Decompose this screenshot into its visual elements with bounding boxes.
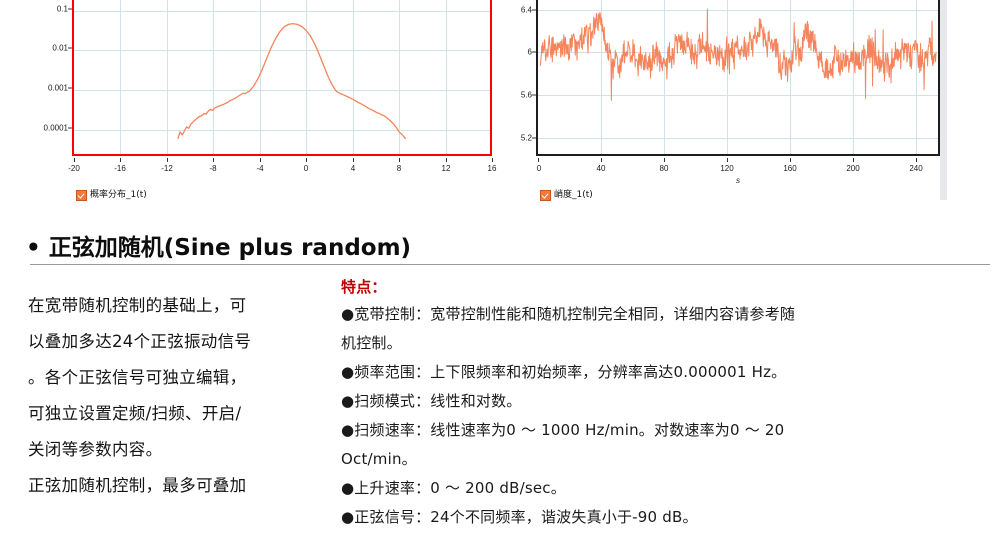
feature-line: ●扫频模式：线性和对数。 [341,392,522,410]
gridline-h [74,11,490,12]
gridline-v [120,0,121,154]
y-tick-label: 6 [527,47,532,57]
y-tick-label: 6.4 [520,5,532,15]
heading-bullet: • [26,235,41,261]
gridline-v [601,0,602,154]
gridline-v [916,0,917,154]
feature-line: ●扫频速率：线性速率为0 ～ 1000 Hz/min。对数速率为0 ～ 20 [341,421,785,439]
left-paragraph-line: 正弦加随机控制，最多可叠加 [28,476,247,495]
x-axis-unit-label: s [736,176,740,185]
y-tick-label: 0.1 [56,4,68,14]
gridline-h [74,90,490,91]
gridline-v [167,0,168,154]
gridline-v [213,0,214,154]
left-paragraph-line: 可独立设置定频/扫频、开启/ [28,404,242,423]
feature-line: 机控制。 [341,334,402,352]
kurtosis-curve [539,8,937,101]
y-tick-mark [532,94,536,96]
x-tick-label: 0 [536,164,542,173]
feature-line: ●上升速率：0 ～ 200 dB/sec。 [341,479,566,497]
y-tick-label: 5.6 [520,90,532,100]
probability-distribution-chart: 0.1 0.01 0.001 0.0001 -20 -16 -12 -8 -4 … [0,0,500,212]
x-tick-label: 200 [846,164,860,173]
legend-left[interactable]: 概率分布_1(t) [76,190,147,201]
feature-line: Oct/min。 [341,450,417,468]
page-title: • 正弦加随机(Sine plus random) [26,228,411,262]
feature-line: ●宽带控制：宽带控制性能和随机控制完全相同，详细内容请参考随 [341,305,796,323]
y-tick-label: 0.01 [52,43,68,53]
x-tick-label: 160 [783,164,797,173]
legend-checkbox-icon[interactable] [76,190,87,201]
x-tick-label: -8 [209,164,217,173]
gridline-v [260,0,261,154]
x-tick-label: -20 [68,164,80,173]
y-tick-mark [68,47,72,49]
gridline-v [353,0,354,154]
gridline-v [306,0,307,154]
gridline-h [538,95,938,96]
x-tick-label: 240 [909,164,923,173]
y-tick-mark [68,127,72,129]
y-axis-right: 6.4 6 5.6 5.2 [500,0,536,156]
x-tick-label: 120 [720,164,734,173]
left-paragraph-line: 以叠加多达24个正弦振动信号 [28,332,252,351]
vertical-scrollbar[interactable] [940,0,947,200]
gridline-v [399,0,400,154]
legend-right[interactable]: 峭度_1(t) [540,190,593,201]
y-tick-label: 0.0001 [43,123,68,133]
x-axis-right: 0 40 80 120 160 200 240 [536,158,940,178]
y-tick-mark [532,9,536,11]
heading-text: 正弦加随机(Sine plus random) [48,235,412,261]
legend-label: 峭度_1(t) [554,190,593,200]
heading-divider [30,264,990,265]
gridline-h [538,138,938,139]
gridline-v [853,0,854,154]
plot-area-right [536,0,940,156]
gridline-h [538,10,938,11]
x-tick-label: -4 [256,164,264,173]
x-tick-label: 4 [350,164,356,173]
feature-line: ●正弦信号：24个不同频率，谐波失真小于-90 dB。 [341,508,698,526]
y-tick-label: 5.2 [520,133,532,143]
y-tick-mark [68,87,72,89]
legend-label: 概率分布_1(t) [90,190,147,200]
gridline-v [790,0,791,154]
gridline-v [727,0,728,154]
x-tick-label: -12 [161,164,173,173]
x-tick-label: 80 [659,164,669,173]
gridline-v [664,0,665,154]
left-description-column: 在宽带随机控制的基础上，可 以叠加多达24个正弦振动信号 。各个正弦信号可独立编… [28,288,328,504]
x-tick-label: 40 [596,164,606,173]
x-tick-label: 16 [487,164,497,173]
left-paragraph-line: 。各个正弦信号可独立编辑， [28,368,247,387]
gridline-v [446,0,447,154]
legend-checkbox-icon[interactable] [540,190,551,201]
y-tick-mark [532,51,536,53]
charts-row: 0.1 0.01 0.001 0.0001 -20 -16 -12 -8 -4 … [0,0,1000,212]
y-axis-left: 0.1 0.01 0.001 0.0001 [0,0,72,156]
feature-line: ●频率范围：上下限频率和初始频率，分辨率高达0.000001 Hz。 [341,363,787,381]
x-tick-label: 0 [303,164,309,173]
kurtosis-timeseries-chart: 6.4 6 5.6 5.2 0 40 80 120 160 200 240 s [500,0,940,212]
features-column: 特点： ●宽带控制：宽带控制性能和随机控制完全相同，详细内容请参考随 机控制。 … [341,277,993,532]
left-paragraph-line: 关闭等参数内容。 [28,440,163,459]
x-axis-left: -20 -16 -12 -8 -4 0 4 8 12 16 [68,158,496,178]
plot-area-left [72,0,492,156]
x-tick-label: 8 [396,164,402,173]
y-tick-mark [68,8,72,10]
left-paragraph-line: 在宽带随机控制的基础上，可 [28,296,247,315]
gridline-h [74,50,490,51]
gridline-h [74,130,490,131]
probability-distribution-curve [177,22,407,140]
x-tick-label: -16 [114,164,126,173]
y-tick-mark [532,137,536,139]
x-tick-label: 12 [441,164,451,173]
y-tick-label: 0.001 [47,83,68,93]
features-title: 特点： [341,278,387,296]
